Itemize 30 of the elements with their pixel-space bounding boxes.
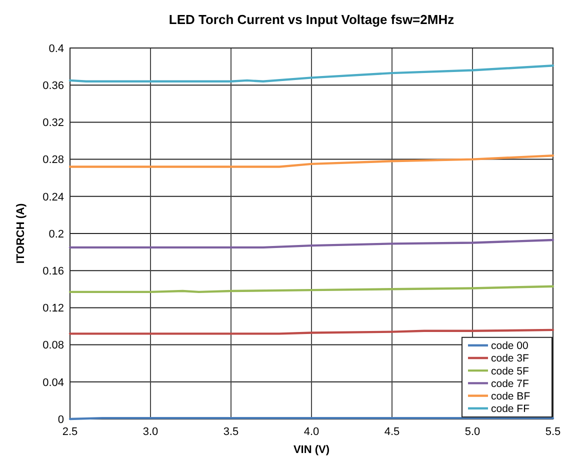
line-series (68, 154, 554, 168)
legend-label: code 7F (491, 378, 529, 390)
x-tick-label: 5.5 (545, 426, 561, 438)
legend-label: code 00 (491, 340, 529, 352)
y-tick-label: 0.36 (42, 80, 64, 92)
y-tick-label: 0 (58, 414, 64, 426)
y-tick-label: 0.04 (42, 376, 64, 389)
y-tick-label: 0.12 (42, 302, 64, 315)
x-tick-label: 3.0 (142, 426, 158, 438)
chart-title: LED Torch Current vs Input Voltage fsw=2MHz (168, 12, 455, 27)
legend-label: code 5F (491, 365, 529, 378)
x-tick-label: 3.5 (223, 426, 239, 438)
x-tick-label: 5.0 (464, 426, 480, 438)
x-tick-label: 4.0 (304, 426, 320, 438)
y-axis-title: ITORCH (A) (15, 203, 27, 264)
line-series (68, 64, 554, 82)
line-series (68, 238, 554, 249)
y-tick-label: 0.28 (42, 154, 64, 166)
legend-label: code BF (491, 390, 530, 402)
x-tick-label: 4.5 (384, 426, 400, 438)
legend-label: code 3F (491, 352, 529, 365)
y-tick-label: 0.32 (42, 117, 64, 130)
y-tick-label: 0.08 (42, 340, 64, 352)
y-tick-label: 0.4 (48, 42, 64, 55)
x-axis-title: VIN (V) (293, 444, 330, 456)
y-tick-label: 0.16 (42, 265, 64, 278)
y-tick-label: 0.2 (48, 228, 64, 240)
x-tick-label: 2.5 (62, 426, 78, 438)
legend-label: code FF (491, 403, 530, 416)
y-tick-label: 0.24 (42, 191, 64, 204)
